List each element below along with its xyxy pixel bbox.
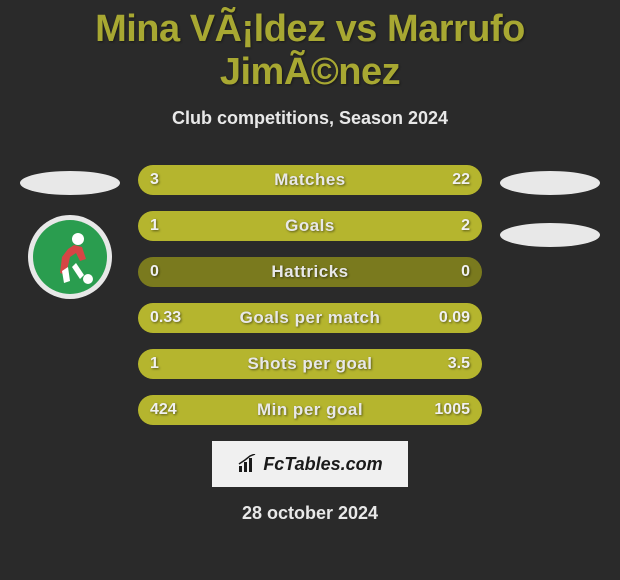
subtitle: Club competitions, Season 2024: [0, 108, 620, 129]
comparison-content: 3Matches22 1Goals2 0Hattricks0 0.33Goals pe…: [0, 165, 620, 425]
stat-row: 1Shots per goal3.5: [138, 349, 482, 379]
stat-label: Min per goal: [138, 395, 482, 425]
stat-value-right: 0.09: [439, 303, 470, 333]
stat-value-right: 3.5: [448, 349, 470, 379]
footer-date: 28 october 2024: [0, 503, 620, 524]
stat-label: Shots per goal: [138, 349, 482, 379]
stat-label: Matches: [138, 165, 482, 195]
stat-label: Hattricks: [138, 257, 482, 287]
right-player-badge-oval: [500, 223, 600, 247]
stat-label: Goals per match: [138, 303, 482, 333]
left-player-name-oval: [20, 171, 120, 195]
stat-row: 3Matches22: [138, 165, 482, 195]
footer-brand: FcTables.com: [212, 441, 408, 487]
footer-brand-text: FcTables.com: [263, 454, 382, 475]
stat-row: 424Min per goal1005: [138, 395, 482, 425]
stat-value-right: 22: [452, 165, 470, 195]
stat-value-right: 0: [461, 257, 470, 287]
stat-value-right: 2: [461, 211, 470, 241]
player-silhouette-icon: [40, 227, 100, 287]
stats-container: 3Matches22 1Goals2 0Hattricks0 0.33Goals pe…: [138, 165, 482, 425]
stat-row: 0.33Goals per match0.09: [138, 303, 482, 333]
stat-row: 1Goals2: [138, 211, 482, 241]
page-title: Mina VÃ¡ldez vs Marrufo JimÃ©nez: [0, 0, 620, 94]
stat-label: Goals: [138, 211, 482, 241]
stat-row: 0Hattricks0: [138, 257, 482, 287]
right-player-name-oval: [500, 171, 600, 195]
right-player-column: [490, 165, 610, 253]
left-player-badge: [28, 215, 112, 299]
left-player-column: [10, 165, 130, 299]
stat-value-right: 1005: [434, 395, 470, 425]
chart-icon: [237, 454, 257, 474]
